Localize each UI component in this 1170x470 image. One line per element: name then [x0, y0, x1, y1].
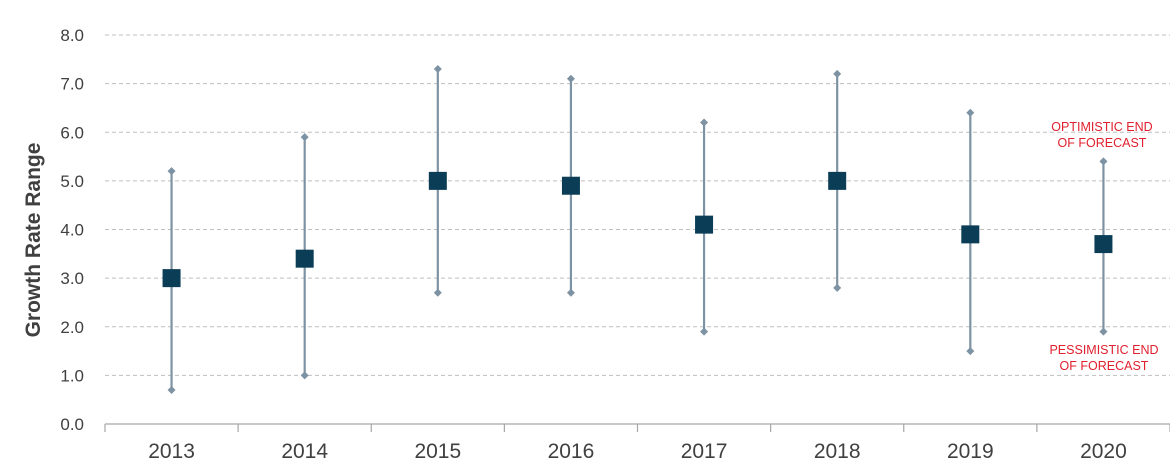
low-end-marker [700, 327, 709, 336]
x-tick-label: 2020 [1080, 440, 1127, 463]
y-tick-label: 8.0 [60, 26, 84, 45]
midpoint-marker [828, 171, 847, 190]
x-tick-label: 2018 [814, 440, 861, 463]
optimistic-annotation-line2: OF FORECAST [1058, 136, 1147, 150]
y-tick-label: 5.0 [60, 172, 84, 191]
high-end-marker [167, 167, 176, 176]
midpoint-marker [1094, 235, 1113, 254]
midpoint-marker [162, 269, 181, 288]
midpoint-marker [695, 215, 714, 234]
low-end-marker [1099, 327, 1108, 336]
x-tick-label: 2015 [414, 440, 461, 463]
midpoint-marker [428, 171, 447, 190]
high-end-marker [966, 108, 975, 117]
x-tick-label: 2019 [947, 440, 994, 463]
y-tick-label: 6.0 [60, 123, 84, 142]
high-end-marker [300, 133, 309, 142]
y-tick-label: 0.0 [60, 415, 84, 434]
low-end-marker [167, 385, 176, 394]
y-tick-label: 1.0 [60, 366, 84, 385]
gridlines [105, 34, 1170, 376]
x-tick-label: 2017 [681, 440, 728, 463]
x-tick-label: 2013 [148, 440, 195, 463]
y-axis-label: Growth Rate Range [22, 143, 45, 338]
high-end-marker [1099, 157, 1108, 166]
x-tick-labels: 2013 2014 2015 2016 2017 2018 2019 2020 [148, 440, 1127, 463]
y-tick-label: 3.0 [60, 269, 84, 288]
high-end-marker [700, 118, 709, 127]
y-tick-label: 7.0 [60, 75, 84, 94]
y-tick-label: 4.0 [60, 221, 84, 240]
midpoint-marker [295, 249, 314, 268]
midpoint-markers [162, 171, 1113, 288]
low-end-marker [966, 347, 975, 356]
midpoint-marker [961, 225, 980, 244]
x-tick-label: 2016 [548, 440, 595, 463]
axes [104, 423, 1170, 432]
low-end-marker [300, 371, 309, 380]
high-end-marker [566, 74, 575, 83]
pessimistic-annotation-line2: OF FORECAST [1060, 359, 1149, 373]
high-end-marker [433, 65, 442, 74]
x-tick-label: 2014 [281, 440, 328, 463]
low-end-marker [833, 283, 842, 292]
y-tick-label: 2.0 [60, 318, 84, 337]
midpoint-marker [561, 176, 580, 195]
y-tick-labels: 0.0 1.0 2.0 3.0 4.0 5.0 6.0 7.0 8.0 [60, 26, 84, 434]
high-end-marker [833, 69, 842, 78]
optimistic-annotation-line1: OPTIMISTIC END [1051, 120, 1152, 134]
low-end-marker [433, 288, 442, 297]
low-end-marker [566, 288, 575, 297]
pessimistic-annotation-line1: PESSIMISTIC END [1049, 343, 1158, 357]
